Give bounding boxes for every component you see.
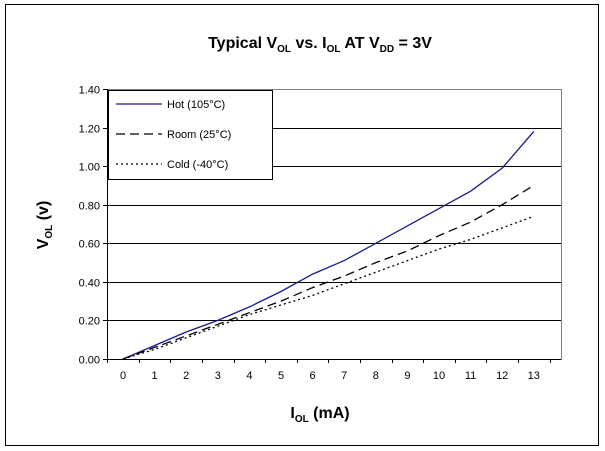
x-axis-label: IOL (mA) bbox=[290, 405, 349, 425]
y-tick-label: 0.40 bbox=[79, 278, 100, 290]
y-tick-labels: 0.00 0.20 0.40 0.60 0.80 1.00 1.20 1.40 bbox=[79, 85, 100, 367]
y-tick-label: 0.00 bbox=[79, 355, 100, 367]
legend-label: Room (25°C) bbox=[167, 129, 231, 141]
x-tick-label: 13 bbox=[528, 370, 540, 382]
y-tick-label: 1.20 bbox=[79, 124, 100, 136]
y-tick-label: 1.40 bbox=[79, 85, 100, 97]
x-tick-label: 10 bbox=[433, 370, 445, 382]
y-tick-label: 0.60 bbox=[79, 239, 100, 251]
x-tick-label: 11 bbox=[465, 370, 476, 382]
legend: Hot (105°C) Room (25°C) Cold (-40°C) bbox=[108, 90, 273, 180]
axes bbox=[103, 89, 561, 363]
legend-label: Hot (105°C) bbox=[167, 99, 225, 111]
legend-box bbox=[108, 90, 273, 180]
x-tick-label: 7 bbox=[341, 370, 347, 382]
chart-title: Typical VOL vs. IOL AT VDD = 3V bbox=[208, 35, 432, 55]
x-tick-label: 5 bbox=[278, 370, 284, 382]
x-tick-label: 8 bbox=[373, 370, 379, 382]
x-tick-label: 1 bbox=[152, 370, 158, 382]
series-line-1 bbox=[122, 130, 535, 360]
x-tick-label: 9 bbox=[404, 370, 410, 382]
x-tick-label: 3 bbox=[215, 370, 221, 382]
x-tick-label: 2 bbox=[183, 370, 189, 382]
series-lines bbox=[122, 130, 535, 360]
y-axis-label: VOL (v) bbox=[35, 201, 55, 250]
y-tick-label: 0.20 bbox=[79, 316, 100, 328]
series-line-2 bbox=[122, 184, 535, 360]
y-tick-label: 1.00 bbox=[79, 162, 100, 174]
x-tick-label: 12 bbox=[496, 370, 508, 382]
y-tick-label: 0.80 bbox=[79, 201, 100, 213]
series-line-3 bbox=[122, 215, 535, 360]
x-tick-label: 6 bbox=[310, 370, 316, 382]
x-tick-label: 4 bbox=[246, 370, 252, 382]
x-tick-labels: 0 1 2 3 4 5 6 7 8 9 10 11 12 13 bbox=[120, 370, 540, 382]
legend-label: Cold (-40°C) bbox=[167, 159, 228, 171]
x-tick-label: 0 bbox=[120, 370, 126, 382]
